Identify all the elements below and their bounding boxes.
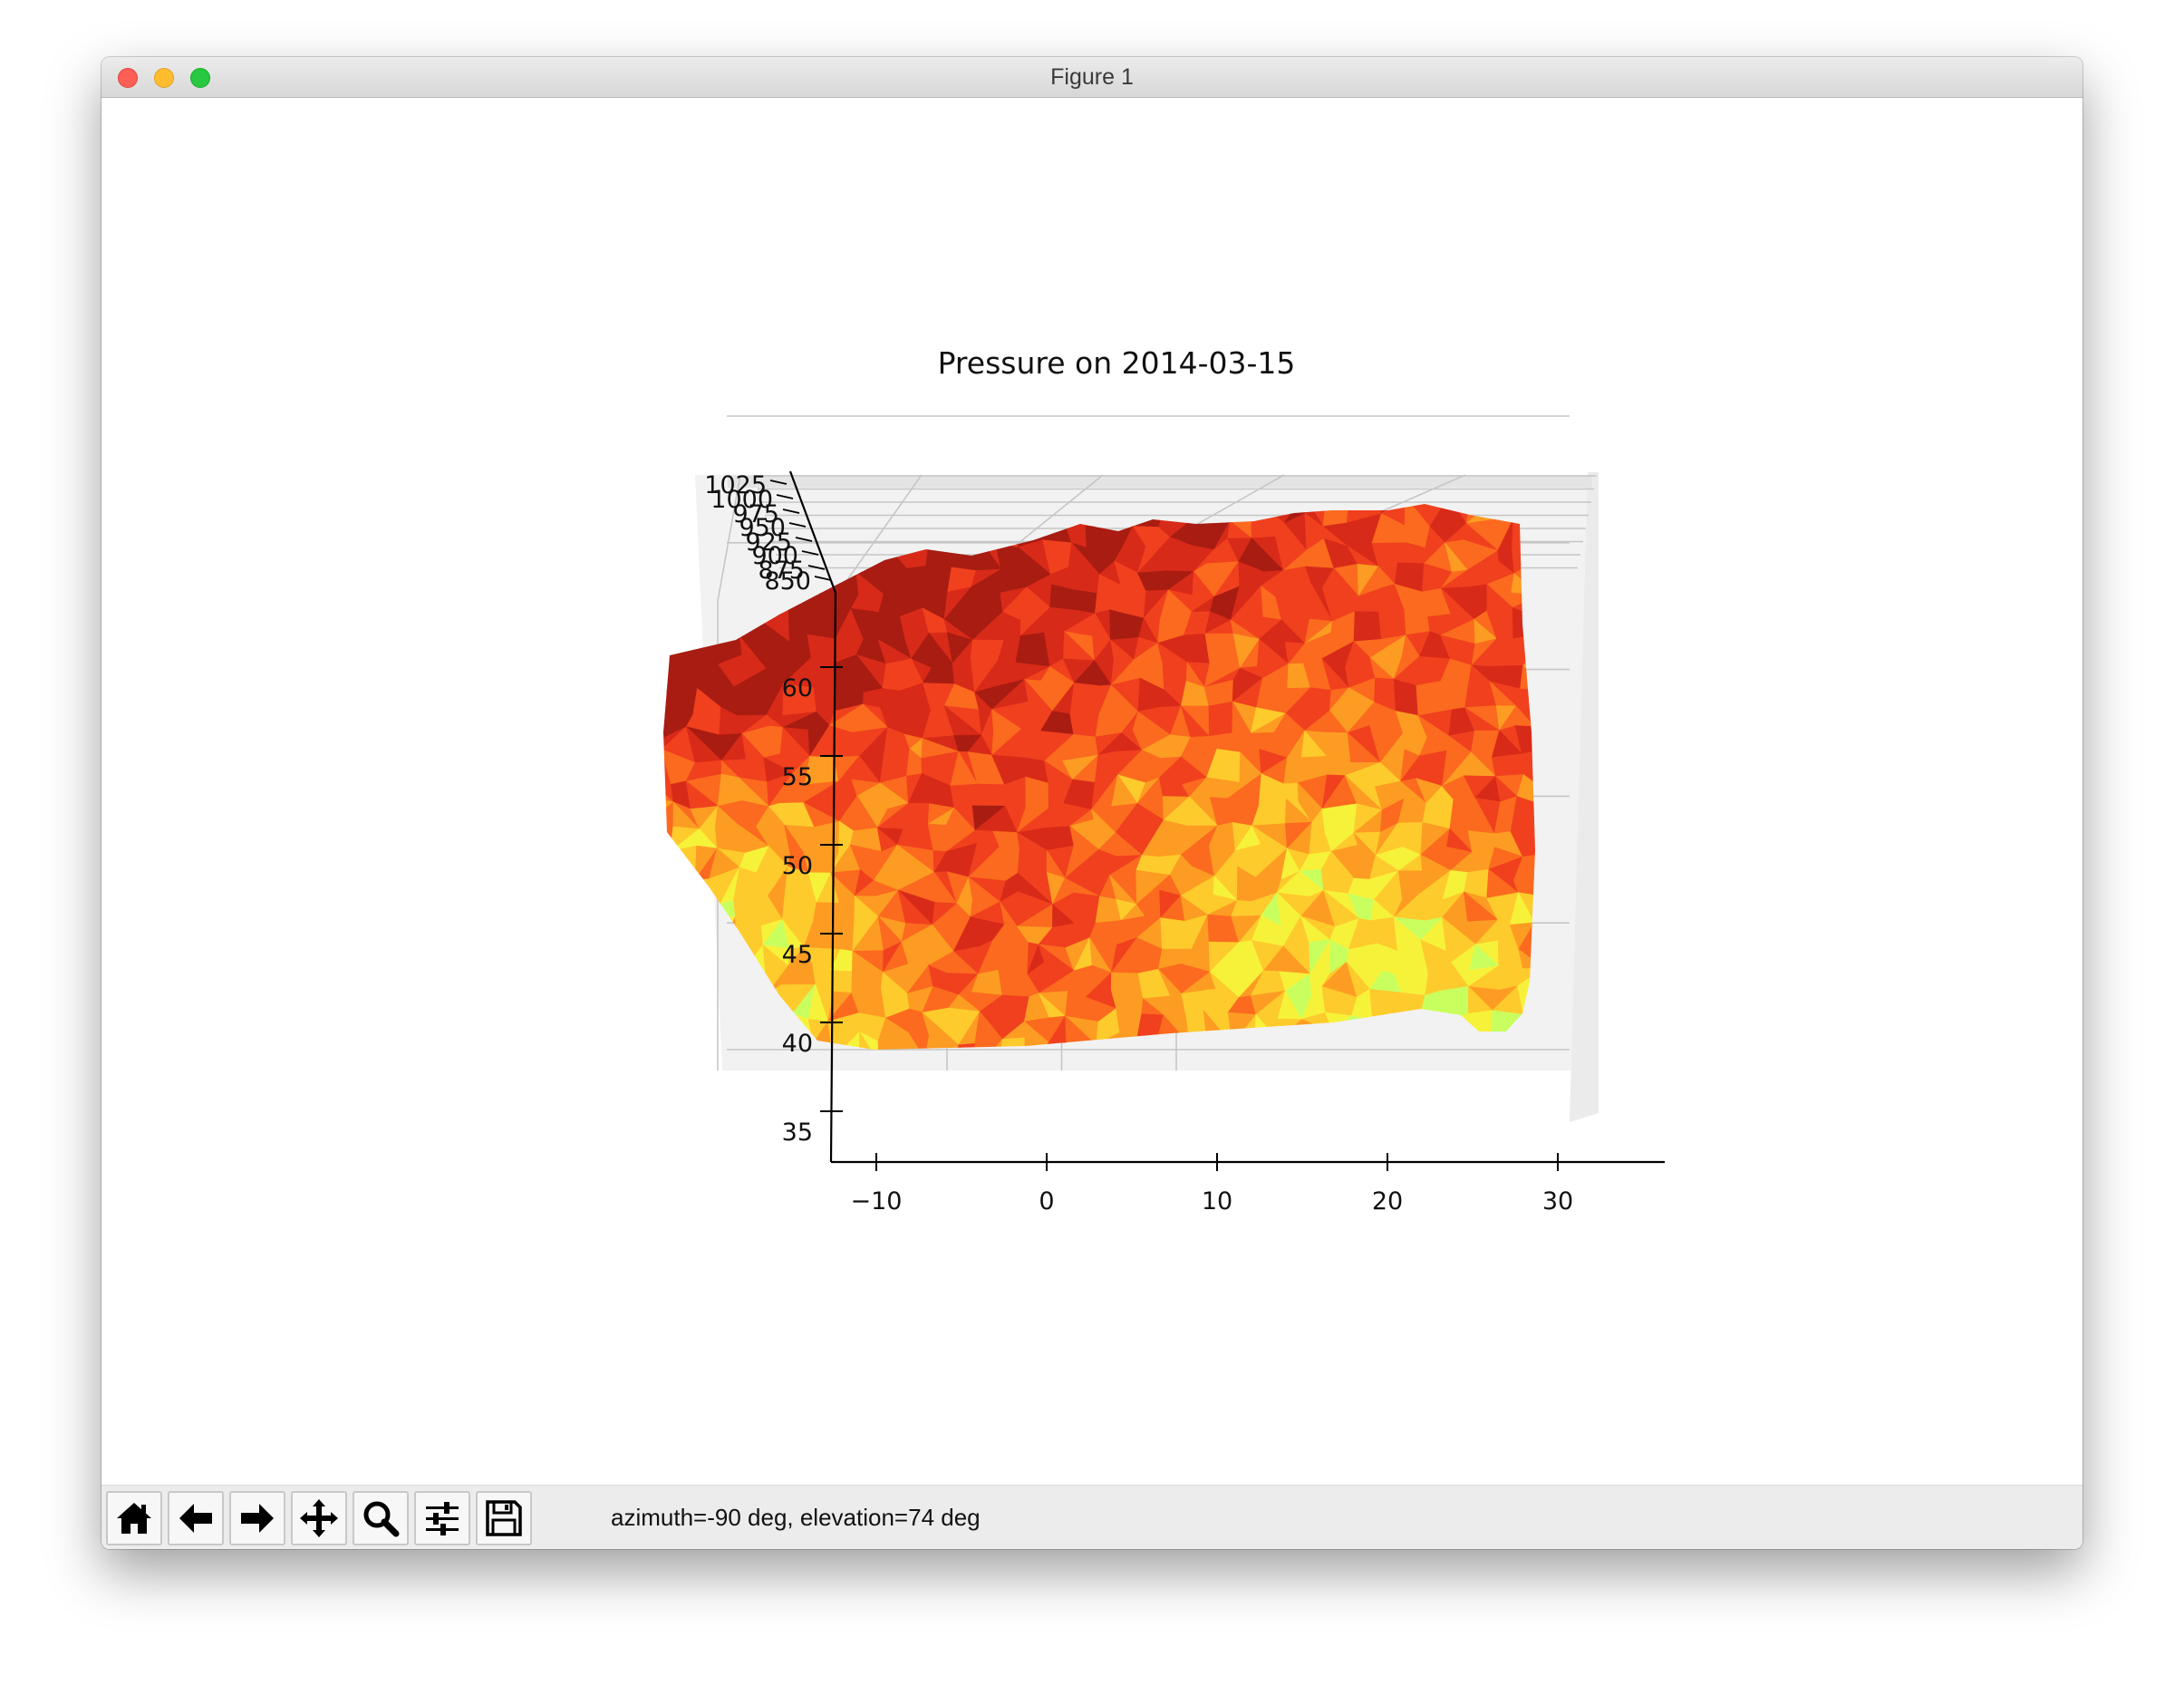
z-tick bbox=[814, 576, 832, 581]
maximize-window-button[interactable] bbox=[190, 68, 210, 88]
move-icon bbox=[300, 1499, 338, 1537]
title-bar[interactable]: Figure 1 bbox=[101, 57, 2083, 98]
figure-canvas[interactable]: −10 0 10 20 30 35 40 45 50 55 60 850 875 900 925 950 975… bbox=[101, 98, 2083, 1485]
z-tick bbox=[782, 508, 800, 514]
z-tick bbox=[769, 479, 788, 485]
window-title: Figure 1 bbox=[1050, 64, 1134, 90]
close-window-button[interactable] bbox=[118, 68, 138, 88]
chart-title: Pressure on 2014-03-15 bbox=[938, 345, 1296, 381]
sliders-icon bbox=[426, 1502, 459, 1535]
right-pane bbox=[1570, 472, 1599, 1122]
z-tick-label: 875 bbox=[758, 557, 805, 585]
z-tick bbox=[776, 494, 794, 499]
home-button[interactable] bbox=[106, 1491, 162, 1545]
y-tick-label: 50 bbox=[782, 852, 813, 880]
z-tick bbox=[807, 565, 826, 570]
configure-subplots-button[interactable] bbox=[414, 1491, 470, 1545]
z-tick-label: 1000 bbox=[710, 486, 773, 514]
save-button[interactable] bbox=[476, 1491, 532, 1545]
plot-3d[interactable]: −10 0 10 20 30 35 40 45 50 55 60 850875900925950975… bbox=[101, 98, 2083, 1485]
z-tick-label: 975 bbox=[732, 500, 779, 528]
x-tick-label: 20 bbox=[1372, 1187, 1403, 1216]
floppy-disk-icon bbox=[486, 1500, 522, 1536]
y-tick-label: 35 bbox=[782, 1119, 813, 1147]
z-tick-label: 1025 bbox=[704, 471, 767, 499]
arrow-right-icon bbox=[241, 1504, 274, 1533]
navigation-toolbar: azimuth=-90 deg, elevation=74 deg bbox=[101, 1485, 2083, 1549]
y-tick-label: 55 bbox=[782, 763, 813, 791]
status-readout: azimuth=-90 deg, elevation=74 deg bbox=[611, 1504, 981, 1531]
x-tick-label: −10 bbox=[851, 1187, 903, 1216]
z-tick-label: 900 bbox=[751, 542, 798, 570]
x-tick-label: 10 bbox=[1202, 1187, 1232, 1216]
z-tick bbox=[795, 537, 813, 542]
z-tick-label: 925 bbox=[745, 528, 792, 557]
x-gridline bbox=[717, 474, 741, 602]
z-tick bbox=[801, 550, 819, 556]
magnifier-icon bbox=[363, 1501, 400, 1537]
minimize-window-button[interactable] bbox=[154, 68, 174, 88]
pan-button[interactable] bbox=[291, 1491, 347, 1545]
home-icon bbox=[117, 1503, 151, 1534]
z-tick-label: 950 bbox=[739, 514, 786, 542]
y-axis-line bbox=[829, 592, 837, 1163]
forward-button[interactable] bbox=[229, 1491, 285, 1545]
z-axis-line bbox=[788, 470, 837, 594]
y-tick-label: 60 bbox=[782, 674, 813, 702]
top-pane bbox=[728, 475, 1592, 488]
x-tick-label: 0 bbox=[1039, 1187, 1054, 1216]
z-tick bbox=[788, 522, 807, 528]
figure-window: Figure 1 −10 0 10 20 30 35 40 45 50 55 60 850 875 900… bbox=[101, 57, 2083, 1549]
z-tick-label: 850 bbox=[764, 567, 811, 596]
back-button[interactable] bbox=[168, 1491, 224, 1545]
y-tick-label: 45 bbox=[782, 941, 813, 969]
zoom-button[interactable] bbox=[353, 1491, 409, 1545]
x-tick-label: 30 bbox=[1542, 1187, 1573, 1216]
y-tick-label: 40 bbox=[782, 1030, 813, 1058]
arrow-left-icon bbox=[179, 1504, 212, 1533]
